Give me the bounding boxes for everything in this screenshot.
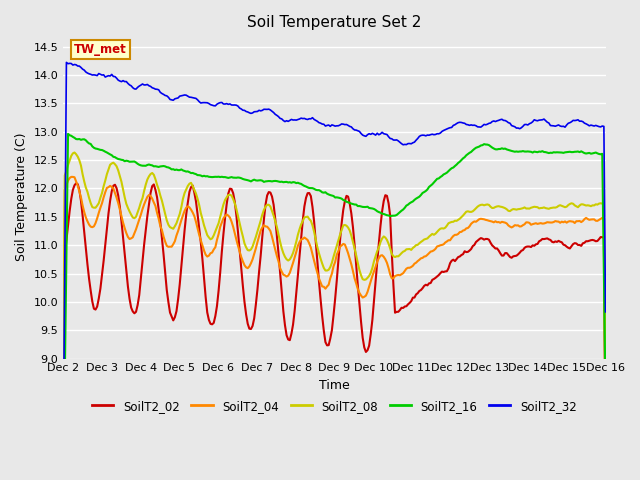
Legend: SoilT2_02, SoilT2_04, SoilT2_08, SoilT2_16, SoilT2_32: SoilT2_02, SoilT2_04, SoilT2_08, SoilT2_… [88,395,581,417]
Text: TW_met: TW_met [74,43,127,56]
Y-axis label: Soil Temperature (C): Soil Temperature (C) [15,132,28,261]
X-axis label: Time: Time [319,379,349,392]
Title: Soil Temperature Set 2: Soil Temperature Set 2 [247,15,422,30]
